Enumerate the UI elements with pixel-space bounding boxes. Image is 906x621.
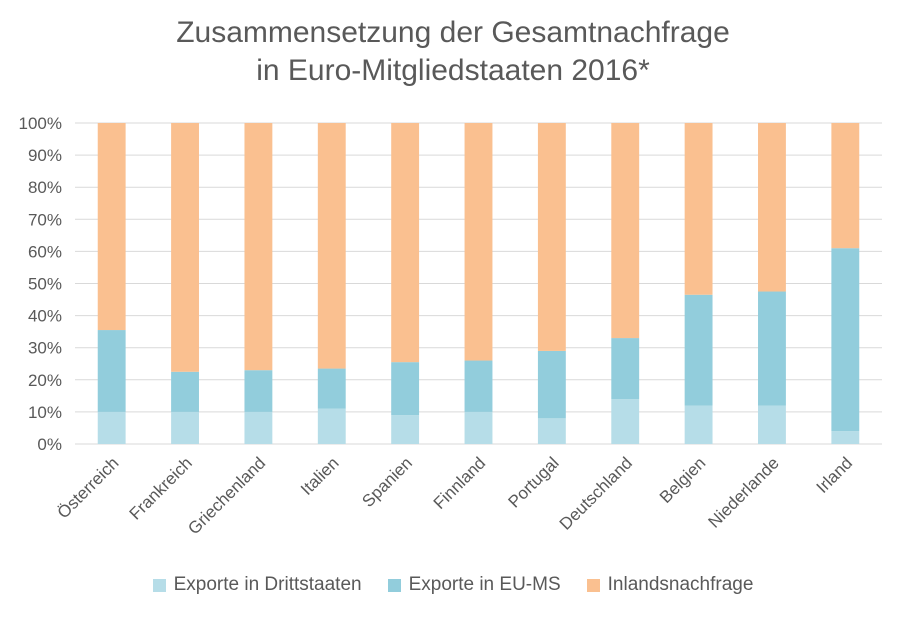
bar-3-griechenland[interactable] xyxy=(244,123,273,371)
bar-3-frankreich[interactable] xyxy=(171,123,199,372)
bar-3-niederlande[interactable] xyxy=(758,123,786,292)
bar-2-italien[interactable] xyxy=(317,368,346,409)
bar-3-portugal[interactable] xyxy=(537,123,566,351)
legend-label-drittstaaten: Exporte in Drittstaaten xyxy=(173,574,362,595)
x-tick-label: Griechenland xyxy=(184,453,269,538)
y-axis-tick-labels: 0% 10% 20% 30% 40% 50% 60% 70% 80% 90% 100% xyxy=(19,114,62,454)
y-tick-label: 70% xyxy=(28,210,62,229)
bar-1-österreich[interactable] xyxy=(97,411,126,444)
bar-3-spanien[interactable] xyxy=(391,123,420,363)
bars xyxy=(97,123,860,444)
y-tick-label: 40% xyxy=(28,307,62,326)
bar-2-österreich[interactable] xyxy=(97,330,126,412)
y-tick-label: 0% xyxy=(37,435,62,454)
chart-title: Zusammensetzung der Gesamtnachfrage in E… xyxy=(0,14,906,90)
bar-1-griechenland[interactable] xyxy=(244,411,273,444)
bar-3-finnland[interactable] xyxy=(464,123,493,361)
y-tick-label: 20% xyxy=(28,371,62,390)
y-tick-label: 10% xyxy=(28,403,62,422)
x-tick-label: Portugal xyxy=(504,453,562,511)
x-tick-label: Österreich xyxy=(54,453,123,522)
legend: Exporte in Drittstaaten Exporte in EU-MS… xyxy=(0,574,906,596)
bar-1-italien[interactable] xyxy=(317,408,346,444)
legend-swatch-inlandsnachfrage xyxy=(586,578,600,592)
legend-label-eu-ms: Exporte in EU-MS xyxy=(408,574,561,595)
y-tick-label: 30% xyxy=(28,339,62,358)
y-tick-label: 100% xyxy=(19,114,62,133)
y-tick-label: 50% xyxy=(28,275,62,294)
bar-1-deutschland[interactable] xyxy=(611,399,640,444)
bar-2-portugal[interactable] xyxy=(537,350,566,419)
bar-2-finnland[interactable] xyxy=(464,360,493,412)
chart-title-line-1: Zusammensetzung der Gesamtnachfrage xyxy=(176,16,730,49)
bar-1-portugal[interactable] xyxy=(537,418,566,444)
bar-1-frankreich[interactable] xyxy=(171,411,199,444)
bar-3-österreich[interactable] xyxy=(97,123,126,331)
bar-3-deutschland[interactable] xyxy=(611,123,640,339)
bar-3-belgien[interactable] xyxy=(684,123,713,295)
bar-3-irland[interactable] xyxy=(831,123,860,249)
legend-item-inlandsnachfrage[interactable]: Inlandsnachfrage xyxy=(586,574,754,596)
x-tick-label: Irland xyxy=(813,453,857,497)
legend-item-drittstaaten[interactable]: Exporte in Drittstaaten xyxy=(152,574,362,596)
bar-1-spanien[interactable] xyxy=(391,415,420,444)
x-tick-label: Italien xyxy=(297,453,343,499)
bar-2-belgien[interactable] xyxy=(684,294,713,406)
legend-item-eu-ms[interactable]: Exporte in EU-MS xyxy=(387,574,561,596)
bar-1-niederlande[interactable] xyxy=(758,405,786,444)
bar-2-griechenland[interactable] xyxy=(244,370,273,412)
legend-label-inlandsnachfrage: Inlandsnachfrage xyxy=(607,574,754,595)
bar-2-niederlande[interactable] xyxy=(758,291,786,406)
legend-swatch-drittstaaten xyxy=(152,578,166,592)
bar-1-irland[interactable] xyxy=(831,431,860,444)
bar-2-irland[interactable] xyxy=(831,248,860,432)
chart-title-line-2: in Euro-Mitgliedstaaten 2016* xyxy=(256,54,650,87)
x-tick-label: Finnland xyxy=(430,453,490,513)
x-tick-label: Niederlande xyxy=(705,453,783,531)
y-tick-label: 60% xyxy=(28,242,62,261)
x-tick-label: Spanien xyxy=(358,453,416,511)
x-tick-label: Belgien xyxy=(656,453,710,507)
bar-1-finnland[interactable] xyxy=(464,411,493,444)
bar-2-spanien[interactable] xyxy=(391,362,420,416)
y-tick-label: 80% xyxy=(28,178,62,197)
x-tick-label: Frankreich xyxy=(126,453,196,523)
bar-2-frankreich[interactable] xyxy=(171,371,199,412)
x-tick-label: Deutschland xyxy=(556,453,636,533)
bar-3-italien[interactable] xyxy=(317,123,346,369)
y-tick-label: 90% xyxy=(28,146,62,165)
legend-swatch-eu-ms xyxy=(387,578,401,592)
bar-2-deutschland[interactable] xyxy=(611,338,640,400)
bar-1-belgien[interactable] xyxy=(684,405,713,444)
